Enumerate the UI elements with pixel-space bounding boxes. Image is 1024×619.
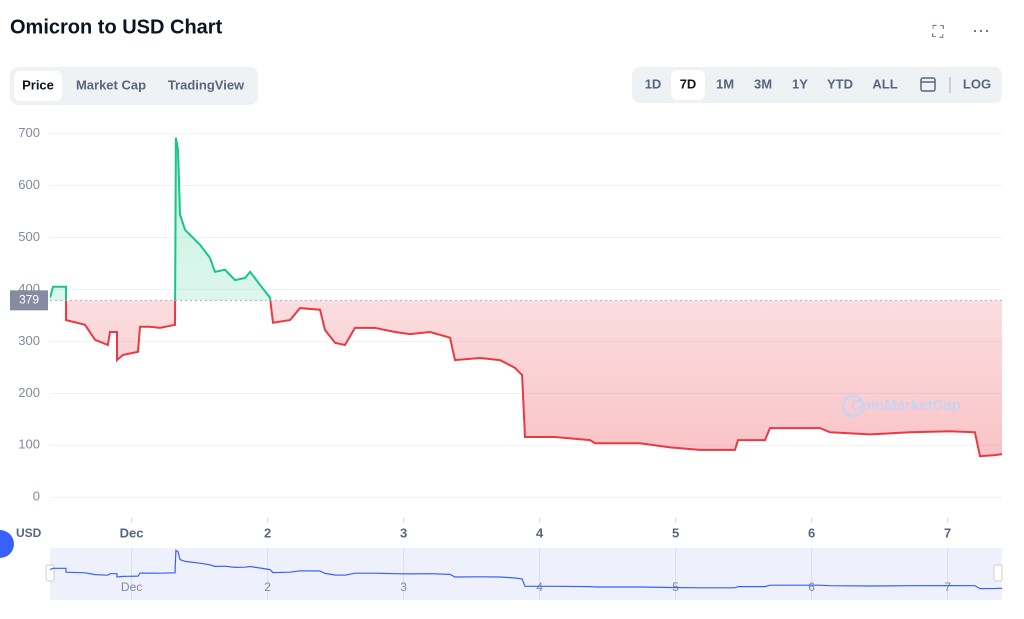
range[interactable]: 7D: [680, 76, 697, 91]
x-tick-label: 4: [536, 525, 544, 540]
y-tick-label: 0: [33, 489, 40, 504]
baseline-label: 379: [19, 293, 39, 307]
navigator[interactable]: [50, 548, 1002, 600]
range[interactable]: YTD: [827, 76, 853, 91]
y-tick-label: 700: [18, 125, 40, 140]
fullscreen-icon[interactable]: ⛶: [932, 24, 944, 41]
chart-title: Omicron to USD Chart: [10, 16, 223, 38]
side-icon[interactable]: [0, 530, 14, 558]
y-tick-label: 200: [18, 385, 40, 400]
navigator-plot: Dec 2 3 4 5 6 7: [49, 548, 1003, 600]
calendar-icon[interactable]: [920, 77, 936, 92]
navigator-tick-label: Dec: [121, 580, 142, 594]
range-group: [632, 67, 1002, 103]
navigator-handle[interactable]: [45, 564, 55, 582]
y-tick-label: 600: [18, 177, 40, 192]
more-icon[interactable]: ···: [972, 20, 990, 40]
watermark: CoinMarketCap: [851, 397, 961, 414]
navigator-tick-label: 7: [944, 580, 951, 594]
area-up: [50, 137, 271, 301]
tab[interactable]: Market Cap: [76, 77, 146, 92]
tab-active: [14, 71, 62, 101]
x-tick-label: 3: [400, 525, 407, 540]
x-tick-label: 7: [944, 525, 951, 540]
price-line-down: [65, 300, 1003, 458]
y-tick-label: 100: [18, 437, 40, 452]
range-active: [671, 70, 705, 100]
tab[interactable]: TradingView: [168, 77, 245, 92]
baseline-badge: [10, 290, 48, 311]
tab[interactable]: Price: [22, 77, 54, 92]
x-tick-label: 6: [808, 525, 815, 540]
range[interactable]: 1M: [716, 76, 734, 91]
navigator-tick-label: 3: [400, 580, 407, 594]
area-down: [50, 300, 1002, 457]
y-tick-label: 500: [18, 229, 40, 244]
range[interactable]: ALL: [872, 76, 897, 91]
navigator-line: [49, 549, 1003, 590]
x-tick-label: Dec: [120, 525, 144, 540]
range[interactable]: 3M: [754, 76, 772, 91]
navigator-handle[interactable]: [993, 564, 1003, 582]
range[interactable]: 1Y: [792, 76, 808, 91]
navigator-tick-label: 6: [808, 580, 815, 594]
currency-label: USD: [16, 526, 42, 540]
x-tick-label: 5: [672, 525, 679, 540]
x-tick-label: 2: [264, 525, 271, 540]
navigator-tick-label: 2: [264, 580, 271, 594]
tab-group: [10, 67, 258, 105]
log-toggle[interactable]: LOG: [963, 76, 991, 91]
navigator-tick-label: 4: [536, 580, 543, 594]
watermark-logo: [841, 394, 865, 418]
y-tick-label: 300: [18, 333, 40, 348]
range[interactable]: 1D: [645, 76, 662, 91]
